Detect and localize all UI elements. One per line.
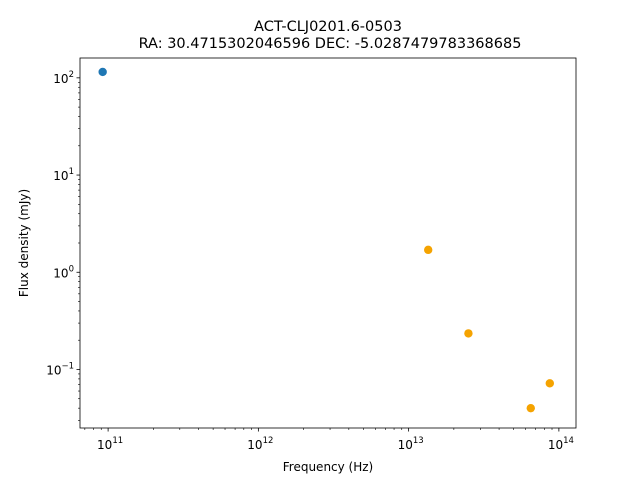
y-tick-label: 101	[53, 167, 74, 183]
x-tick-label: 1011	[97, 436, 123, 452]
y-tick-label: 100	[53, 264, 74, 280]
data-point	[526, 403, 535, 413]
data-points	[98, 67, 554, 413]
x-axis-label: Frequency (Hz)	[283, 460, 374, 474]
x-tick-label: 1012	[247, 436, 273, 452]
plot-area	[79, 57, 577, 429]
chart-title: ACT-CLJ0201.6-0503	[254, 19, 402, 35]
data-point	[464, 329, 473, 338]
x-tick-label: 1014	[548, 436, 574, 452]
y-tick-label: 10−1	[46, 361, 74, 377]
chart-subtitle: RA: 30.4715302046596 DEC: -5.02874797833…	[139, 36, 522, 52]
y-axis-label: Flux density (mJy)	[17, 189, 31, 297]
data-point	[545, 379, 554, 388]
x-tick-label: 1013	[398, 436, 424, 452]
y-tick-label: 102	[53, 70, 74, 86]
data-point	[424, 245, 433, 255]
data-point	[98, 67, 107, 77]
axis-ticks: 1011 1012 1013 1014 10−1 100 101 102	[46, 70, 574, 452]
